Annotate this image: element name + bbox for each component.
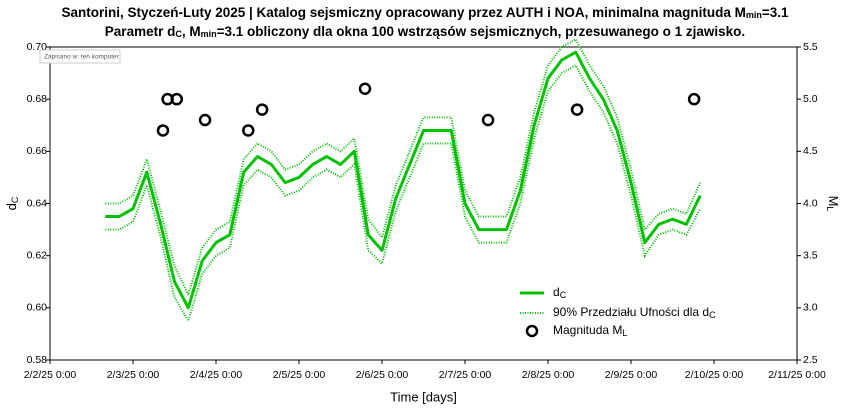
chart-title-part: Santorini, Styczeń-Luty 2025 | Katalog s… <box>61 5 745 20</box>
x-tick-label: 2/6/25 0:00 <box>356 369 409 381</box>
chart-subtitle: Parametr dC, Mmin=3.1 obliczony dla okna… <box>105 24 745 40</box>
legend-label-part: Magnituda M <box>553 323 622 337</box>
x-tick-label: 2/5/25 0:00 <box>273 369 326 381</box>
magnitude-point <box>170 92 184 106</box>
magnitude-point <box>198 113 212 127</box>
y2-tick-label: 3.5 <box>803 249 818 261</box>
legend-swatch <box>525 324 539 338</box>
y2-tick-label: 4.0 <box>803 197 818 209</box>
y-axis-label-part: d <box>4 203 19 210</box>
legend-label: Magnituda ML <box>553 323 627 338</box>
chart-title-part: min <box>746 10 762 20</box>
y2-axis-label: ML <box>825 196 841 212</box>
y2-axis-label-part: L <box>825 206 835 211</box>
y2-tick-label: 5.5 <box>803 41 818 53</box>
y-tick-label: 0.64 <box>27 197 48 209</box>
y2-tick-label: 3.0 <box>803 302 818 314</box>
y-tick-label: 0.62 <box>27 249 48 261</box>
legend-label-part: C <box>709 310 716 320</box>
x-tick-label: 2/10/25 0:00 <box>685 369 744 381</box>
legend-label-part: d <box>553 285 560 299</box>
dc-line <box>105 50 702 310</box>
magnitude-point <box>687 92 701 106</box>
y-tick-label: 0.68 <box>27 93 48 105</box>
magnitude-point <box>242 124 255 137</box>
y2-tick-label: 5.0 <box>803 93 818 105</box>
tooltip-text: Zapisano w: ten komputer <box>44 54 120 61</box>
x-tick-label: 2/11/25 0:00 <box>768 369 826 381</box>
magnitude-point <box>481 113 495 127</box>
y2-axis-label-part: M <box>826 196 841 207</box>
y-tick-label: 0.58 <box>27 354 48 366</box>
y-tick-label: 0.60 <box>27 302 48 314</box>
chart-subtitle-part: min <box>201 29 217 39</box>
x-tick-label: 2/4/25 0:00 <box>190 369 243 381</box>
tooltip-box <box>39 49 121 64</box>
chart-subtitle-part: C <box>175 29 182 39</box>
x-tick-label: 2/2/25 0:00 <box>24 369 77 381</box>
magnitude-point <box>255 103 269 116</box>
legend-label: dC <box>553 285 567 300</box>
y2-tick-label: 4.5 <box>803 145 818 157</box>
chart-subtitle-part: Parametr d <box>105 24 176 39</box>
chart-subtitle-part: , M <box>182 24 201 39</box>
y-axis-label: dC <box>4 196 20 210</box>
legend-label-part: 90% Przedziału Ufności dla d <box>553 305 709 319</box>
x-tick-label: 2/3/25 0:00 <box>107 369 160 381</box>
chart-title: Santorini, Styczeń-Luty 2025 | Katalog s… <box>61 5 789 21</box>
magnitude-point <box>156 124 170 137</box>
chart-subtitle-part: =3.1 obliczony dla okna 100 wstrząsów se… <box>217 24 746 39</box>
legend-label-part: C <box>560 290 567 300</box>
legend-label-part: L <box>622 328 627 338</box>
x-tick-label: 2/8/25 0:00 <box>522 369 575 381</box>
chart-title-part: =3.1 <box>762 5 789 20</box>
y2-tick-label: 2.5 <box>803 354 818 366</box>
y-axis-label-part: C <box>10 196 20 203</box>
magnitude-point <box>358 82 372 95</box>
x-tick-label: 2/7/25 0:00 <box>439 369 492 381</box>
x-tick-label: 2/9/25 0:00 <box>605 369 658 381</box>
y-tick-label: 0.66 <box>27 145 48 157</box>
magnitude-point <box>570 103 584 116</box>
x-axis-label: Time [days] <box>390 389 457 404</box>
legend-label: 90% Przedziału Ufności dla dC <box>553 305 716 320</box>
